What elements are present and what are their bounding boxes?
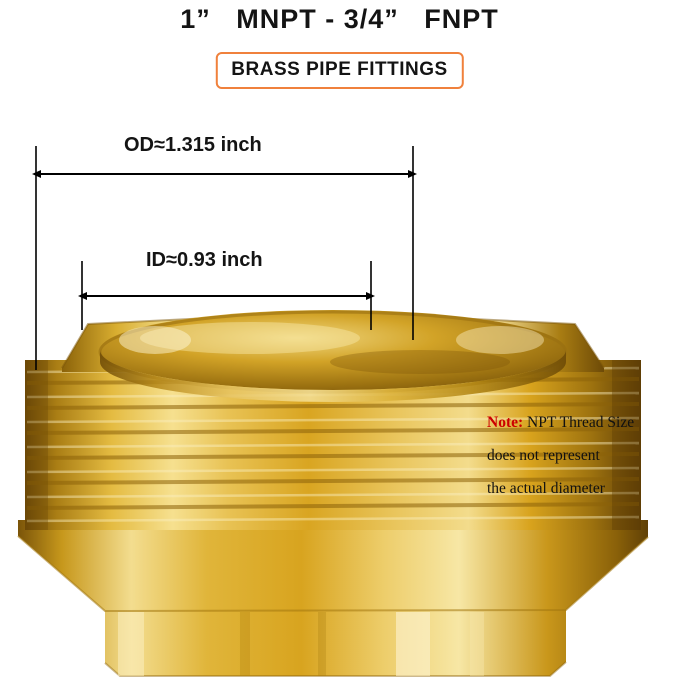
note-line-2: does not represent [487,447,600,464]
note-line-1-text: NPT Thread Size [523,414,635,431]
note-block: Note: NPT Thread Size does not represent… [487,406,672,505]
note-line-3: the actual diameter [487,480,605,497]
note-line-1: Note: NPT Thread Size [487,406,672,439]
id-measurement-label: ID≈0.93 inch [146,249,263,271]
subtitle-container: BRASS PIPE FITTINGS [215,52,464,89]
hex-flange [17,520,649,677]
page-title: 1” MNPT - 3/4” FNPT [180,4,499,34]
subtitle-badge: BRASS PIPE FITTINGS [215,52,464,89]
note-label: Note: [487,414,524,431]
od-measurement-label: OD≈1.315 inch [124,134,262,156]
od-extension-lines [35,146,414,370]
threaded-barrel [25,360,641,530]
top-hex-rim [61,310,605,402]
